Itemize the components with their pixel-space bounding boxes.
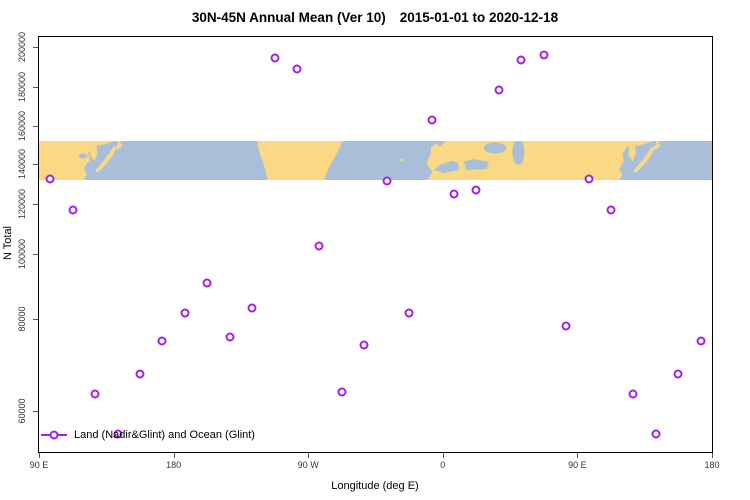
sea-caspian [512, 140, 525, 165]
y-axis-label: N Total [2, 225, 14, 261]
y-tick-mark [33, 318, 38, 320]
sea-bohai [78, 153, 88, 159]
data-point [404, 308, 414, 318]
y-tick-mark [33, 86, 38, 88]
land-korea-wrap [628, 143, 636, 161]
data-point [673, 369, 683, 379]
plot-area: 200000 180000 160000 140000 120000 100000 8000… [17, 32, 720, 470]
data-point [157, 336, 167, 346]
legend: Land (Nadir&Glint) and Ocean (Glint) [41, 429, 255, 441]
data-point [471, 185, 481, 195]
x-axis-label: Longitude (deg E) [331, 480, 419, 492]
legend-line-sample [41, 430, 67, 440]
y-tick-mark [33, 203, 38, 205]
land-north-america [257, 140, 343, 180]
data-point [225, 332, 235, 342]
data-point [539, 50, 549, 60]
chart-title-right: 2015-01-01 to 2020-12-18 [399, 10, 559, 25]
y-tick-mark [33, 410, 38, 412]
land-sakhalin [117, 140, 121, 144]
y-tick-mark [33, 164, 38, 166]
data-point [561, 321, 571, 331]
data-point [696, 336, 706, 346]
data-point [180, 308, 190, 318]
land-italy [454, 152, 466, 171]
x-tick-mark [173, 453, 175, 458]
legend-marker-icon [49, 430, 59, 440]
data-point [516, 55, 526, 65]
chart-title-left: 30N-45N Annual Mean (Ver 10) [191, 10, 386, 25]
land-korea [89, 143, 98, 161]
land-hokkaido [114, 142, 123, 150]
data-point [202, 278, 212, 288]
data-point [382, 176, 392, 186]
data-point [68, 205, 78, 215]
data-point [449, 189, 459, 199]
data-point [292, 64, 302, 74]
land-azores [399, 158, 403, 161]
data-point [337, 387, 347, 397]
data-point [90, 389, 100, 399]
data-point [135, 369, 145, 379]
x-tick-label: 0 [440, 460, 446, 470]
x-tick-mark [39, 453, 40, 458]
land-eurasia [426, 140, 654, 180]
x-tick-label: 180 [704, 460, 720, 470]
data-point [113, 429, 123, 439]
data-point [628, 389, 638, 399]
y-tick-mark [33, 253, 38, 255]
sea-black [483, 142, 507, 154]
data-point [606, 205, 616, 215]
data-point [584, 174, 594, 184]
x-tick-mark [308, 453, 310, 458]
data-point [494, 85, 504, 95]
sea-biscay [433, 140, 446, 147]
x-tick-label: 90 W [297, 460, 319, 470]
x-tick-mark [577, 453, 579, 458]
land-hokkaido-wrap [652, 142, 662, 150]
chart-title: 30N-45N Annual Mean (Ver 10) 2015-01-01 t… [0, 10, 750, 25]
y-tick-label: 100000 [17, 238, 27, 269]
y-tick-mark [33, 47, 38, 49]
x-tick-mark [442, 453, 444, 458]
legend-label: Land (Nadir&Glint) and Ocean (Glint) [74, 428, 255, 441]
land-japan-wrap [633, 146, 655, 172]
map-band [39, 140, 712, 180]
land-japan [95, 146, 117, 172]
x-tick-label: 90 E [568, 460, 587, 470]
x-tick-mark [712, 453, 713, 458]
x-tick-label: 180 [166, 460, 182, 470]
x-tick-label: 90 E [29, 460, 49, 470]
data-point [314, 241, 324, 251]
data-point [651, 429, 661, 439]
data-point [247, 303, 257, 313]
data-point [427, 115, 437, 125]
data-point [359, 340, 369, 350]
data-point [270, 53, 280, 63]
y-tick-mark [33, 125, 38, 127]
data-point [45, 174, 55, 184]
y-tick-label: 80000 [17, 306, 27, 332]
land-asia [39, 140, 116, 180]
sea-mediterranean-west [433, 160, 463, 173]
land-sakhalin-wrap [655, 140, 659, 144]
y-tick-label: 60000 [17, 398, 27, 424]
